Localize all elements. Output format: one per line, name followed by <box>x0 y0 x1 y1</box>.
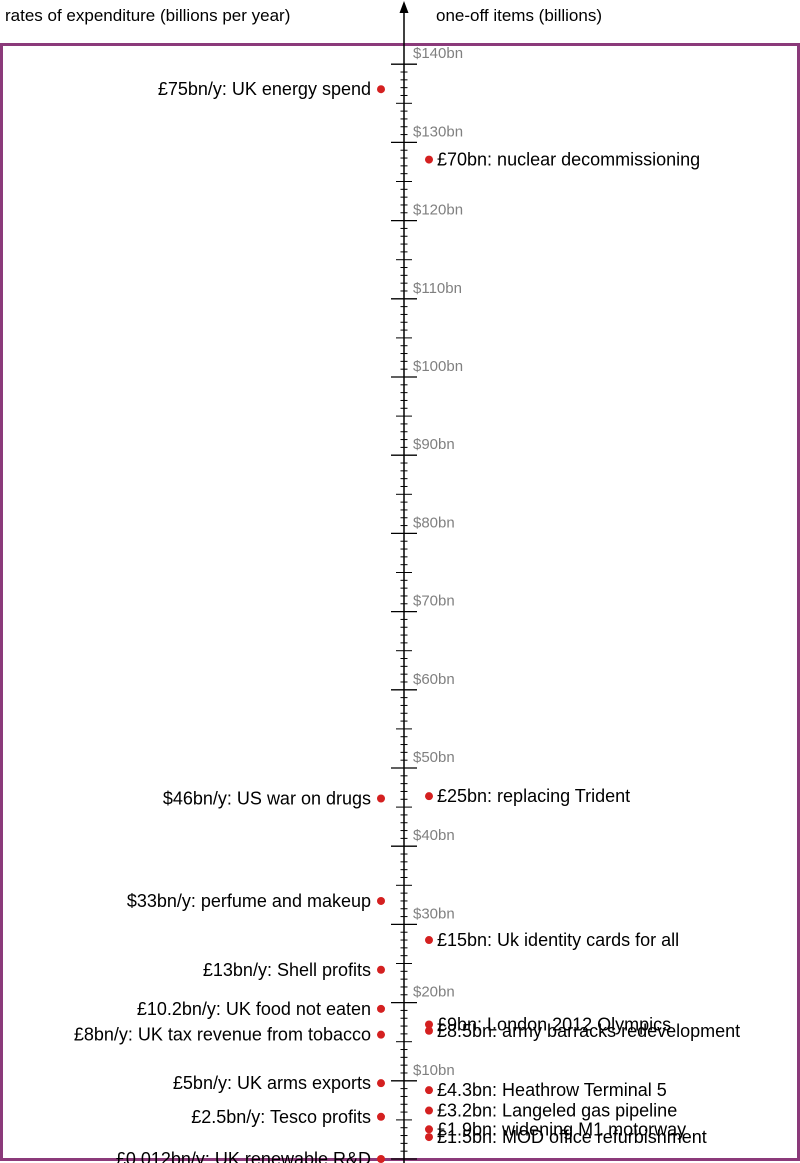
data-label: £25bn: replacing Trident <box>437 786 630 806</box>
data-point <box>425 936 433 945</box>
data-point <box>377 794 385 803</box>
data-point <box>425 792 433 801</box>
data-point <box>425 1086 433 1095</box>
data-point <box>377 896 385 905</box>
data-point <box>377 1079 385 1088</box>
data-label: £8.5bn: army barracks redevelopment <box>437 1021 740 1041</box>
data-label: £3.2bn: Langeled gas pipeline <box>437 1101 677 1121</box>
data-label: £10.2bn/y: UK food not eaten <box>137 999 371 1019</box>
right-series: £70bn: nuclear decommissioning £25bn: rep… <box>425 150 740 1147</box>
data-point <box>377 1004 385 1013</box>
tick-label: $30bn <box>413 905 455 922</box>
tick-label: $110bn <box>413 280 462 297</box>
data-label: £15bn: Uk identity cards for all <box>437 930 679 950</box>
data-point <box>425 1020 433 1029</box>
data-label: £1.5bn: MOD office refurbishment <box>437 1127 707 1147</box>
data-point <box>425 1106 433 1115</box>
tick-label: $20bn <box>413 984 455 1001</box>
tick-label: $130bn <box>413 123 463 140</box>
data-point <box>425 1125 433 1134</box>
value-axis <box>391 1 417 1163</box>
data-label: £9bn: London 2012 Olympics <box>437 1014 671 1034</box>
tick-label: $60bn <box>413 671 455 688</box>
data-point <box>377 1030 385 1039</box>
left-heading: rates of expenditure (billions per year) <box>5 6 290 25</box>
tick-label: $70bn <box>413 593 455 610</box>
data-label: $46bn/y: US war on drugs <box>163 788 371 808</box>
data-label: £1.9bn: widening M1 motorway <box>437 1119 686 1139</box>
tick-label: $100bn <box>413 358 463 375</box>
data-point <box>425 155 433 164</box>
tick-label: $120bn <box>413 202 463 219</box>
tick-label: $40bn <box>413 827 455 844</box>
data-label: £2.5bn/y: Tesco profits <box>191 1107 371 1127</box>
right-heading: one-off items (billions) <box>436 6 602 25</box>
tick-label: $90bn <box>413 436 455 453</box>
tick-label: $50bn <box>413 749 455 766</box>
data-point <box>377 1155 385 1163</box>
data-label: £4.3bn: Heathrow Terminal 5 <box>437 1080 667 1100</box>
data-point <box>425 1026 433 1035</box>
data-label: £75bn/y: UK energy spend <box>158 79 371 99</box>
data-label: £70bn: nuclear decommissioning <box>437 150 700 170</box>
data-point <box>377 965 385 974</box>
data-point <box>377 1112 385 1121</box>
data-point <box>425 1133 433 1142</box>
data-label: £13bn/y: Shell profits <box>203 960 371 980</box>
data-label: £8bn/y: UK tax revenue from tobacco <box>74 1025 371 1045</box>
chart-frame <box>0 43 800 1161</box>
tick-label: $140bn <box>413 45 463 62</box>
axis-tick-labels: $140bn $130bn $120bn $110bn $100bn $90bn $80bn… <box>413 45 463 1079</box>
data-label: £5bn/y: UK arms exports <box>173 1073 371 1093</box>
axis-arrow-icon <box>399 1 409 13</box>
data-label: £0.012bn/y: UK renewable R&D <box>116 1149 371 1163</box>
tick-label: $80bn <box>413 514 455 531</box>
tick-label: $10bn <box>413 1062 455 1079</box>
data-label: $33bn/y: perfume and makeup <box>127 891 371 911</box>
left-series: £75bn/y: UK energy spend $46bn/y: US war … <box>74 79 385 1163</box>
data-point <box>377 85 385 94</box>
